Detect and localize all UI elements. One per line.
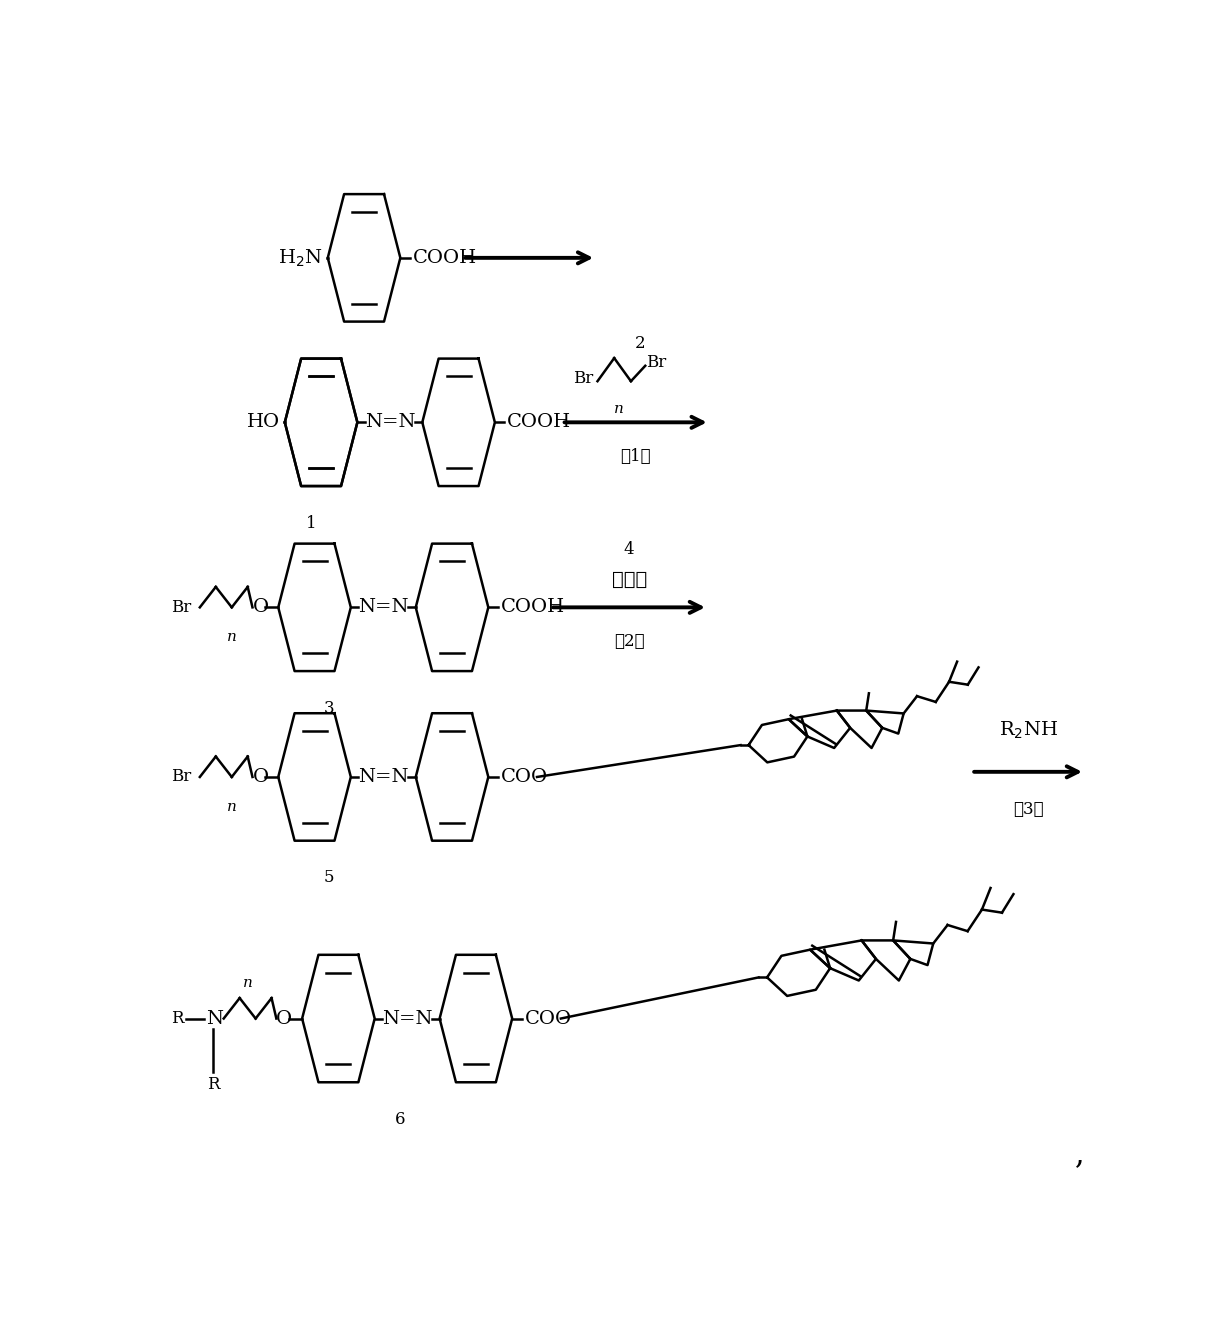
Text: COO: COO [500,768,548,786]
Text: 胆固醇: 胆固醇 [611,571,647,589]
Text: N=N: N=N [359,598,409,617]
Text: N: N [207,1009,223,1028]
Text: n: n [227,630,237,643]
Text: n: n [243,976,253,989]
Text: O: O [253,768,269,786]
Text: Br: Br [171,769,191,785]
Text: （1）: （1） [621,449,650,465]
Text: COOH: COOH [413,248,477,267]
Text: 1: 1 [307,515,317,531]
Text: O: O [253,598,269,617]
Text: R: R [207,1076,219,1093]
Text: R: R [171,1011,184,1027]
Text: （2）: （2） [614,633,644,650]
Text: N=N: N=N [382,1009,432,1028]
Text: N=N: N=N [359,768,409,786]
Text: 6: 6 [395,1111,405,1128]
Text: HO: HO [246,414,280,431]
Text: ,: , [1076,1139,1085,1169]
Text: O: O [276,1009,292,1028]
Text: H$_2$N: H$_2$N [278,247,323,268]
Text: n: n [614,402,623,415]
Text: Br: Br [573,370,594,387]
Text: R$_2$NH: R$_2$NH [999,720,1058,741]
Text: N=N: N=N [365,414,415,431]
Text: COOH: COOH [508,414,572,431]
Text: （3）: （3） [1013,801,1044,817]
Text: 5: 5 [324,869,334,886]
Text: Br: Br [171,599,191,615]
Text: 4: 4 [623,541,634,558]
Text: 3: 3 [324,700,334,717]
Text: 2: 2 [636,335,646,352]
Text: Br: Br [647,354,667,371]
Text: COOH: COOH [500,598,564,617]
Text: n: n [227,800,237,813]
Text: COO: COO [525,1009,572,1028]
